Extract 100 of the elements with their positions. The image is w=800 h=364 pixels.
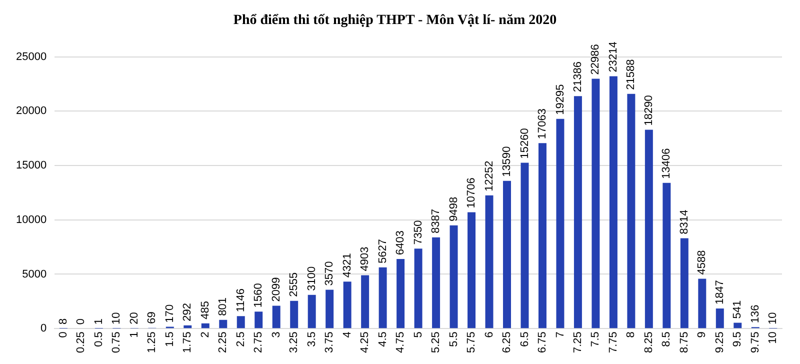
data-label: 15260 bbox=[518, 128, 531, 159]
x-tick-label: 2.75 bbox=[252, 332, 265, 354]
x-tick-label: 2.5 bbox=[234, 332, 247, 347]
x-tick-label: 3.75 bbox=[324, 332, 336, 354]
data-label: 9498 bbox=[448, 196, 460, 222]
data-label: 2555 bbox=[288, 272, 300, 297]
data-label: 1847 bbox=[714, 280, 726, 305]
x-tick-label: 1.75 bbox=[182, 332, 194, 354]
bar bbox=[184, 325, 192, 328]
bar bbox=[716, 308, 724, 328]
data-label: 4321 bbox=[341, 253, 354, 278]
x-tick-label: 8.5 bbox=[660, 332, 673, 347]
x-tick-label: 10 bbox=[767, 332, 780, 344]
data-label: 4903 bbox=[359, 246, 372, 272]
data-label: 13406 bbox=[660, 148, 673, 179]
bar bbox=[219, 320, 228, 328]
data-label: 1 bbox=[92, 318, 105, 325]
data-label: 10706 bbox=[466, 178, 478, 208]
x-tick-label: 8.75 bbox=[678, 332, 690, 354]
x-tick-label: 6.75 bbox=[536, 332, 549, 354]
data-label: 13590 bbox=[501, 146, 514, 177]
bar bbox=[308, 294, 316, 328]
data-label: 136 bbox=[749, 304, 762, 324]
data-label: 19295 bbox=[554, 84, 566, 115]
bar bbox=[254, 312, 263, 328]
x-tick-label: 3 bbox=[270, 332, 282, 338]
bar bbox=[734, 322, 742, 328]
data-label: 4588 bbox=[696, 250, 708, 275]
x-tick-label: 9.75 bbox=[749, 332, 762, 354]
x-tick-label: 6.25 bbox=[501, 332, 514, 354]
data-label: 8 bbox=[57, 318, 70, 325]
x-tick-label: 4.5 bbox=[376, 332, 389, 347]
x-tick-label: 2.25 bbox=[217, 332, 230, 354]
data-label: 69 bbox=[146, 312, 158, 324]
data-label: 22986 bbox=[590, 44, 602, 75]
y-tick-label: 5000 bbox=[22, 268, 47, 280]
bar bbox=[698, 278, 706, 328]
bar bbox=[520, 162, 529, 328]
bar bbox=[378, 267, 387, 328]
data-label: 0 bbox=[75, 318, 88, 325]
x-tick-label: 6 bbox=[483, 332, 496, 338]
x-tick-label: 8.25 bbox=[642, 332, 655, 354]
x-tick-label: 5.75 bbox=[466, 332, 478, 354]
data-label: 21386 bbox=[572, 61, 584, 92]
x-tick-label: 9.5 bbox=[732, 332, 744, 347]
y-tick-label: 20000 bbox=[16, 105, 47, 118]
x-tick-label: 7 bbox=[554, 332, 566, 338]
x-tick-label: 7.25 bbox=[572, 332, 584, 354]
x-tick-label: 8 bbox=[625, 332, 638, 338]
data-label: 5627 bbox=[376, 238, 389, 264]
bar bbox=[644, 130, 653, 328]
x-tick-label: 0.5 bbox=[92, 332, 105, 347]
bar bbox=[414, 248, 422, 328]
x-tick-label: 1.5 bbox=[164, 332, 176, 347]
data-label: 485 bbox=[199, 300, 212, 320]
data-label: 21588 bbox=[625, 59, 638, 90]
data-label: 8387 bbox=[430, 208, 442, 234]
x-tick-label: 0.75 bbox=[110, 332, 123, 354]
data-label: 2099 bbox=[270, 277, 282, 302]
x-tick-label: 3.25 bbox=[288, 332, 300, 354]
data-label: 1146 bbox=[234, 288, 247, 312]
data-label: 8314 bbox=[678, 210, 690, 234]
bar bbox=[450, 225, 458, 328]
bar bbox=[432, 237, 440, 328]
y-tick-label: 25000 bbox=[16, 50, 47, 63]
bar bbox=[592, 78, 600, 328]
data-label: 3570 bbox=[324, 261, 336, 286]
bar bbox=[627, 94, 636, 328]
x-tick-label: 4.75 bbox=[394, 332, 407, 354]
x-tick-label: 5.25 bbox=[430, 332, 442, 354]
bar bbox=[236, 316, 245, 328]
x-tick-label: 7.5 bbox=[590, 332, 602, 347]
bar bbox=[290, 300, 298, 328]
bar bbox=[538, 143, 546, 328]
bar bbox=[662, 182, 671, 328]
bar bbox=[680, 238, 688, 328]
data-label: 20 bbox=[128, 312, 140, 324]
data-label: 801 bbox=[217, 298, 230, 316]
chart-title: Phổ điểm thi tốt nghiệp THPT - Môn Vật lí- năm 2020 bbox=[233, 13, 557, 28]
x-tick-label: 9.25 bbox=[714, 332, 726, 354]
data-label: 23214 bbox=[607, 42, 620, 72]
data-label: 292 bbox=[182, 303, 194, 322]
x-tick-label: 1.25 bbox=[146, 332, 158, 354]
x-tick-label: 5 bbox=[412, 332, 424, 338]
bar bbox=[326, 290, 334, 328]
x-tick-label: 6.5 bbox=[518, 332, 531, 347]
bar bbox=[468, 212, 476, 328]
data-label: 10 bbox=[767, 312, 780, 324]
x-tick-label: 2 bbox=[199, 332, 212, 338]
bar bbox=[503, 180, 511, 328]
data-label: 18290 bbox=[642, 95, 655, 126]
bar bbox=[556, 118, 564, 328]
y-tick-label: 10000 bbox=[16, 214, 47, 226]
x-tick-label: 1 bbox=[128, 332, 140, 338]
bar bbox=[343, 282, 352, 328]
data-label: 10 bbox=[110, 312, 123, 324]
x-tick-label: 3.5 bbox=[306, 332, 318, 347]
x-tick-label: 0 bbox=[57, 332, 70, 338]
x-tick-label: 5.5 bbox=[448, 332, 460, 347]
x-tick-label: 4 bbox=[341, 332, 354, 338]
